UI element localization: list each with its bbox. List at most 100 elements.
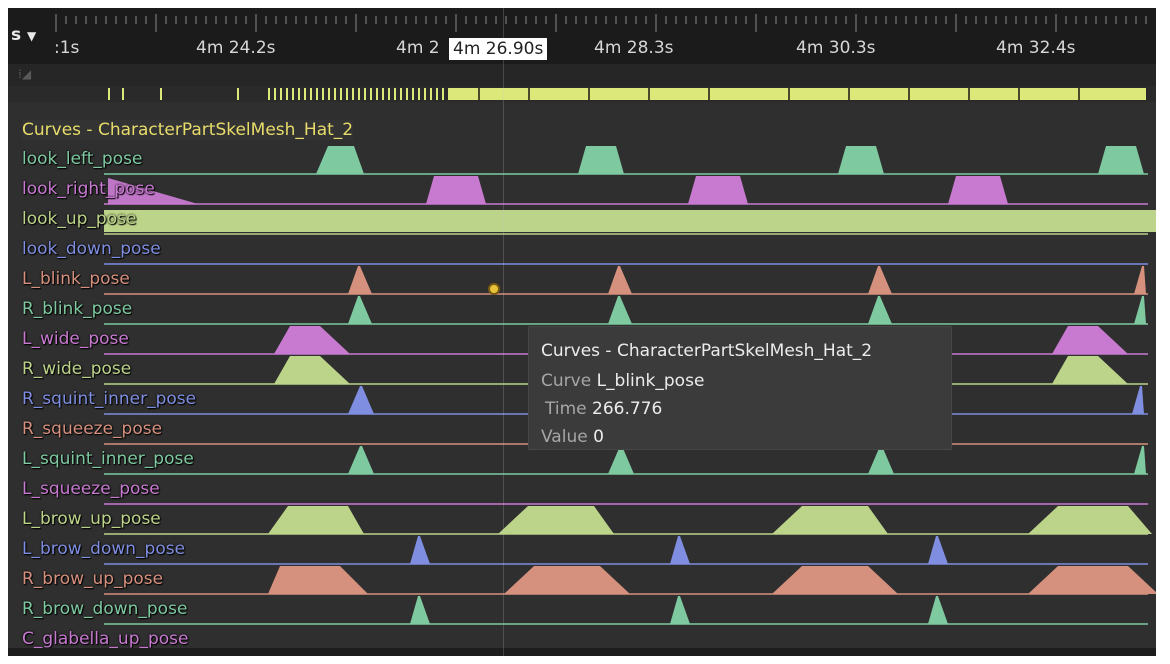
tooltip-title: Curves - CharacterPartSkelMesh_Hat_2 (541, 341, 873, 361)
event-marker (394, 88, 396, 100)
curve-pulse (268, 506, 364, 534)
curve-row-graph (104, 210, 1156, 235)
events-track[interactable] (8, 86, 1156, 102)
time-label: 4m 32.4s (996, 38, 1076, 58)
event-marker (346, 88, 348, 100)
event-marker (340, 88, 342, 100)
event-marker (424, 88, 426, 100)
curve-pulse (1052, 326, 1128, 354)
curve-row-graph (104, 266, 1148, 295)
curve-label: L_brow_down_pose (22, 539, 186, 559)
event-markers (108, 88, 1146, 100)
curve-pulse (1132, 386, 1144, 414)
curve-row-graph (104, 296, 1148, 325)
curve-row-graph (104, 596, 1148, 625)
curve-pulse (928, 596, 948, 624)
tooltip-time-key: Time (545, 399, 587, 419)
event-marker (280, 88, 282, 100)
event-marker (708, 88, 710, 100)
strip-handle-icon: ⁞◢ (18, 67, 32, 81)
event-marker (528, 88, 530, 100)
event-marker (328, 88, 330, 100)
event-marker (298, 88, 300, 100)
tooltip-curve-value: L_blink_pose (596, 371, 705, 391)
time-label: 4m 24.2s (196, 38, 276, 58)
event-marker (310, 88, 312, 100)
ruler-ticks (55, 14, 1147, 32)
curve-label: R_blink_pose (22, 299, 133, 319)
event-marker (334, 88, 336, 100)
event-marker (358, 88, 360, 100)
curve-pulse (928, 536, 948, 564)
curve-pulse (426, 176, 486, 204)
curve-label: look_up_pose (22, 209, 137, 229)
event-marker (292, 88, 294, 100)
event-marker (370, 88, 372, 100)
curve-pulse (274, 356, 350, 384)
event-marker (848, 88, 850, 100)
curve-label: L_brow_up_pose (22, 509, 161, 529)
view-dropdown[interactable]: s ▼ (8, 24, 49, 46)
curve-pulse (868, 266, 892, 294)
curve-pulse (670, 536, 690, 564)
curve-label: L_blink_pose (22, 269, 130, 289)
curve-graphs[interactable] (8, 8, 1156, 656)
curve-pulse (1028, 506, 1152, 534)
curve-label: L_squeeze_pose (22, 479, 160, 499)
curve-pulse (1134, 296, 1146, 324)
curve-label: look_down_pose (22, 239, 161, 259)
curve-pulse (348, 386, 374, 414)
curve-timeline-panel[interactable]: s ▼ :1s 4m 24.2s 4m 2 4m 28.3s 4m 30.3s … (8, 8, 1156, 656)
curve-row-graph (104, 176, 1148, 205)
curve-label: R_brow_down_pose (22, 599, 188, 619)
playhead-line[interactable] (503, 8, 504, 656)
curve-pulse (504, 566, 630, 594)
event-marker (436, 88, 438, 100)
view-menu-label: s (11, 25, 22, 45)
curve-pulse (348, 266, 372, 294)
curve-pulse (868, 446, 894, 474)
curve-label: L_squint_inner_pose (22, 449, 194, 469)
curve-label: L_wide_pose (22, 329, 129, 349)
event-marker (268, 88, 270, 100)
curve-row-graph (104, 566, 1156, 595)
event-marker (448, 88, 1146, 100)
curve-pulse (772, 566, 898, 594)
curve-pulse (410, 536, 430, 564)
curve-pulse (1098, 146, 1144, 174)
selection-strip[interactable]: ⁞◢ (8, 64, 1156, 86)
curve-label: R_brow_up_pose (22, 569, 164, 589)
curve-label: R_wide_pose (22, 359, 132, 379)
hover-point-marker[interactable] (488, 283, 500, 295)
event-marker (430, 88, 432, 100)
curve-row-graph (104, 506, 1152, 535)
event-marker (388, 88, 390, 100)
bottom-scrollbar[interactable] (8, 648, 1156, 656)
tooltip-value-row: Value 0 (541, 427, 604, 447)
curve-pulse (1028, 566, 1156, 594)
event-marker (400, 88, 402, 100)
event-marker (108, 88, 110, 100)
curve-pulse (670, 596, 690, 624)
event-marker (376, 88, 378, 100)
curve-label: look_right_pose (22, 179, 155, 199)
event-marker (122, 88, 124, 100)
tooltip-value-key: Value (541, 427, 588, 447)
curve-pulse (1134, 266, 1146, 294)
curve-fill (108, 178, 198, 204)
time-ruler[interactable]: s ▼ :1s 4m 24.2s 4m 2 4m 28.3s 4m 30.3s … (8, 8, 1156, 64)
curve-pulse (608, 296, 632, 324)
event-marker (418, 88, 420, 100)
curve-pulse (688, 176, 748, 204)
time-label: :1s (54, 38, 80, 58)
event-marker (406, 88, 408, 100)
event-marker (1018, 88, 1020, 100)
curve-label: R_squint_inner_pose (22, 389, 197, 409)
event-marker (352, 88, 354, 100)
event-marker (442, 88, 444, 100)
time-label: 4m 28.3s (594, 38, 674, 58)
event-marker (237, 88, 239, 100)
scrub-time-label[interactable]: 4m 26.90s (449, 38, 548, 60)
curve-label: look_left_pose (22, 149, 143, 169)
tooltip-curve-row: Curve L_blink_pose (541, 371, 704, 391)
